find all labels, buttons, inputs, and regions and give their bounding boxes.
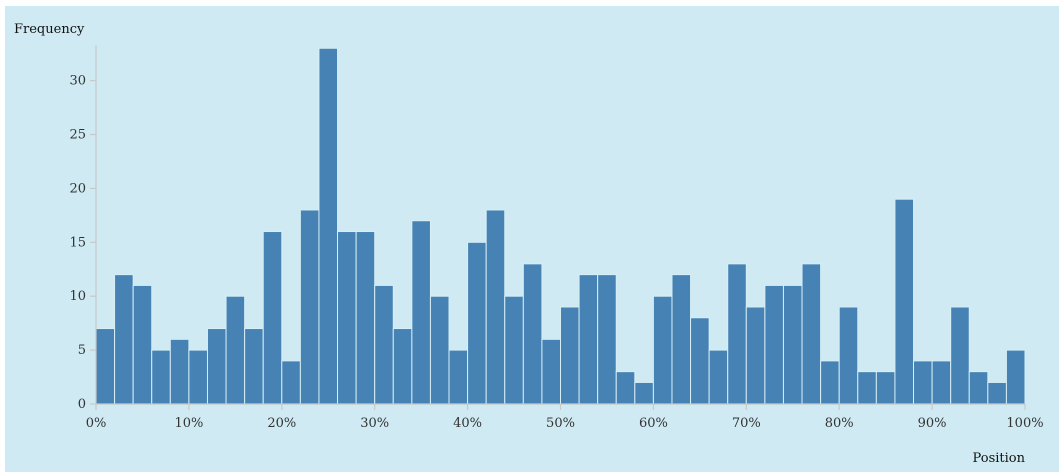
x-tick-label: 30% [360, 416, 389, 431]
histogram-bar [281, 360, 301, 405]
histogram-bar [875, 371, 896, 405]
x-tick-label: 20% [267, 416, 296, 431]
x-tick-label: 10% [174, 416, 203, 431]
histogram-bar [727, 263, 747, 405]
y-axis: 0 5 10 15 20 25 30 [69, 45, 97, 412]
x-tick-label: 60% [639, 416, 668, 431]
histogram-bar [485, 209, 506, 405]
x-tick-label: 80% [825, 416, 854, 431]
histogram-bar [244, 328, 264, 405]
histogram-bar [671, 274, 692, 405]
histogram-bar [560, 306, 580, 405]
x-tick-label: 0% [86, 416, 107, 431]
histogram-bar [838, 306, 859, 405]
histogram-bar [392, 328, 413, 405]
histogram-bar [411, 220, 431, 405]
histogram-bar [225, 295, 246, 405]
x-axis: 0% 10% 20% 30% 40% 50% 60% 70% 80% 90% 100% [86, 403, 1044, 431]
histogram-bar [132, 284, 153, 405]
histogram-chart: 0 5 10 15 20 25 30 0% 10% 20% 30% 40% 50% 60% 70% 80% 9… [14, 22, 1044, 466]
histogram-bar [690, 317, 710, 405]
histogram-bar [504, 295, 524, 405]
y-tick-label: 0 [78, 397, 86, 412]
y-tick-label: 20 [69, 181, 86, 196]
histogram-bar [467, 241, 487, 405]
histogram-bar [615, 371, 636, 405]
x-tick-label: 100% [1006, 416, 1043, 431]
histogram-bar [522, 263, 543, 405]
x-tick-label: 90% [918, 416, 947, 431]
chart-panel: 0 5 10 15 20 25 30 0% 10% 20% 30% 40% 50% 60% 70% 80% 9… [5, 6, 1059, 472]
histogram-bar [801, 263, 822, 405]
histogram-bar [1005, 349, 1026, 405]
histogram-bar [206, 328, 227, 405]
y-tick-label: 5 [78, 343, 86, 358]
histogram-bar [597, 274, 617, 405]
histogram-bar [95, 328, 116, 405]
histogram-bar [745, 306, 766, 405]
x-tick-label: 50% [546, 416, 575, 431]
x-tick-label: 70% [732, 416, 761, 431]
y-tick-label: 25 [69, 128, 86, 143]
y-axis-title: Frequency [14, 22, 85, 37]
histogram-bar [337, 231, 357, 405]
histogram-bar [262, 231, 283, 405]
histogram-bar [950, 306, 970, 405]
bars-group [95, 47, 1026, 405]
histogram-bar [448, 349, 469, 405]
histogram-bar [578, 274, 599, 405]
histogram-bar [151, 349, 171, 405]
histogram-bar [987, 381, 1007, 405]
histogram-bar [708, 349, 729, 405]
histogram-bar [188, 349, 208, 405]
histogram-bar [913, 360, 933, 405]
y-tick-label: 30 [69, 74, 86, 89]
histogram-bar [764, 284, 784, 405]
histogram-bar [634, 381, 654, 405]
x-tick-label: 40% [453, 416, 482, 431]
histogram-bar [857, 371, 877, 405]
y-tick-label: 15 [69, 235, 86, 250]
histogram-bar [652, 295, 673, 405]
histogram-bar [355, 231, 376, 405]
histogram-bar [114, 274, 134, 405]
histogram-bar [931, 360, 952, 405]
histogram-bar [968, 371, 989, 405]
histogram-bar [541, 338, 561, 405]
histogram-bar [318, 47, 339, 405]
histogram-bar [169, 338, 190, 405]
x-axis-title: Position [973, 451, 1026, 466]
histogram-bar [782, 284, 803, 405]
histogram-bar [429, 295, 450, 405]
y-tick-label: 10 [69, 289, 86, 304]
histogram-bar [820, 360, 840, 405]
histogram-bar [374, 284, 394, 405]
histogram-bar [894, 198, 915, 405]
histogram-bar [299, 209, 320, 405]
